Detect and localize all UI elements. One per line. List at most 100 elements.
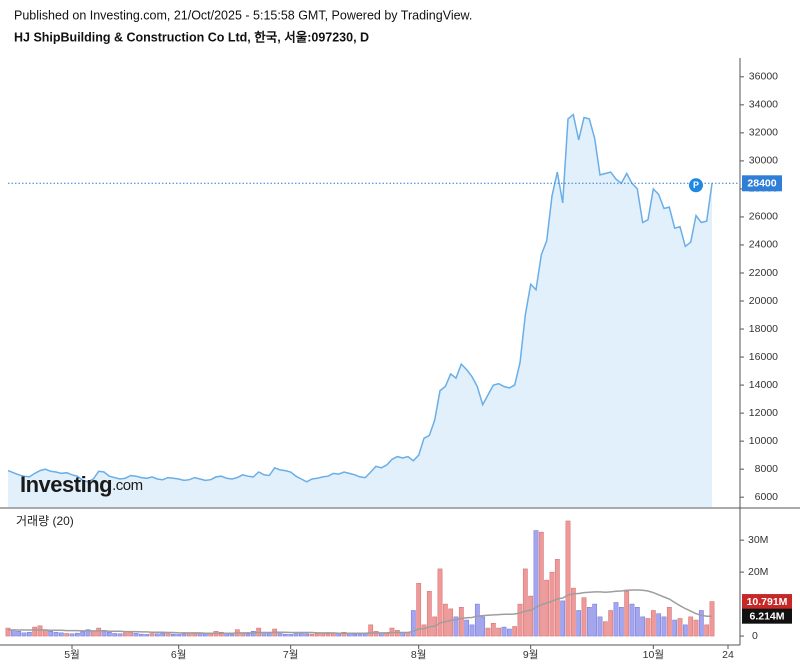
- volume-bar: [48, 631, 54, 637]
- volume-bar: [618, 607, 624, 637]
- last-price-box: [742, 175, 782, 192]
- volume-bar: [122, 632, 128, 637]
- last-value-box: [742, 594, 792, 610]
- volume-bar: [250, 631, 256, 637]
- y-tick-label: 18000: [749, 323, 778, 335]
- volume-bar: [384, 633, 390, 637]
- volume-bar: [698, 610, 704, 637]
- volume-bar: [5, 627, 11, 637]
- y-tick-label: 30000: [749, 155, 778, 167]
- volume-bar: [154, 633, 160, 637]
- volume-bar: [112, 633, 118, 637]
- volume-bar: [277, 632, 283, 637]
- volume-bar: [69, 633, 75, 637]
- volume-bar: [96, 627, 102, 637]
- volume-bar: [586, 607, 592, 637]
- volume-bar: [528, 595, 534, 637]
- volume-bar: [533, 530, 539, 637]
- volume-bar: [544, 579, 550, 637]
- x-tick-label: 24: [722, 649, 734, 661]
- volume-bar: [464, 619, 470, 637]
- x-tick-label: 8월: [411, 649, 427, 661]
- volume-bar: [645, 618, 651, 637]
- price-marker-label: P: [693, 180, 699, 190]
- x-tick-label: 5월: [64, 649, 80, 661]
- volume-bar: [650, 610, 656, 637]
- volume-bar: [288, 634, 294, 637]
- volume-bar: [538, 531, 544, 637]
- volume-bar: [469, 624, 475, 637]
- volume-bar: [106, 631, 112, 637]
- volume-bar: [373, 631, 379, 637]
- volume-bar: [16, 631, 22, 637]
- volume-bar: [368, 624, 374, 637]
- x-tick-label: 6월: [171, 649, 187, 661]
- volume-bar: [341, 631, 347, 637]
- published-note: Published on Investing.com, 21/Oct/2025 …: [14, 8, 472, 22]
- volume-bar: [704, 624, 710, 637]
- volume-bar: [474, 603, 480, 637]
- volume-bar: [437, 568, 443, 637]
- volume-bar: [512, 626, 518, 637]
- volume-bar: [693, 619, 699, 637]
- volume-bar: [522, 568, 528, 637]
- last-price-label: 28400: [747, 178, 776, 190]
- volume-bar: [549, 571, 555, 637]
- volume-bar: [485, 627, 491, 637]
- volume-bar: [298, 632, 304, 637]
- y-tick-label: 20M: [748, 566, 768, 578]
- volume-bar: [672, 619, 678, 637]
- x-tick-label: 9월: [523, 649, 539, 661]
- volume-bar: [21, 632, 27, 637]
- volume-bar: [352, 633, 358, 637]
- logo-brand: Investing: [20, 472, 112, 497]
- volume-bar: [314, 633, 320, 637]
- volume-bar: [26, 631, 32, 637]
- volume-bar: [581, 597, 587, 637]
- y-tick-label: 32000: [749, 127, 778, 139]
- volume-bar: [282, 633, 288, 637]
- volume-bar: [709, 601, 715, 637]
- volume-bar: [117, 633, 123, 637]
- volume-bar: [90, 631, 96, 637]
- volume-bar: [64, 633, 70, 637]
- volume-bar: [202, 633, 208, 637]
- volume-bar: [592, 603, 598, 637]
- y-tick-label: 14000: [749, 379, 778, 391]
- volume-bar: [181, 633, 187, 637]
- volume-bar: [597, 616, 603, 637]
- y-tick-label: 30M: [748, 534, 768, 546]
- volume-bar: [554, 559, 560, 637]
- y-tick-label: 22000: [749, 267, 778, 279]
- volume-bar: [656, 613, 662, 637]
- volume-bar: [293, 633, 299, 637]
- volume-bar: [160, 632, 166, 637]
- volume-bar: [144, 634, 150, 637]
- volume-bar: [218, 631, 224, 637]
- volume-bar: [576, 610, 582, 637]
- x-tick-label: 10월: [643, 649, 664, 661]
- x-tick-label: 7월: [283, 649, 299, 661]
- volume-bar: [149, 633, 155, 637]
- volume-bar: [53, 631, 59, 637]
- volume-bar: [192, 633, 198, 637]
- volume-bar: [37, 625, 43, 637]
- volume-bar: [176, 634, 182, 637]
- y-tick-label: 24000: [749, 239, 778, 251]
- volume-bar: [634, 607, 640, 637]
- volume-bar: [245, 633, 251, 637]
- volume-bar: [677, 618, 683, 637]
- y-tick-label: 16000: [749, 351, 778, 363]
- volume-bar: [32, 626, 38, 637]
- volume-bar: [400, 632, 406, 637]
- volume-bar: [501, 626, 507, 637]
- volume-bar: [138, 633, 144, 637]
- volume-bar: [496, 627, 502, 637]
- price-marker: [689, 178, 703, 193]
- y-tick-label: 36000: [749, 71, 778, 83]
- volume-bar: [640, 616, 646, 637]
- last-value-label: 10.791M: [747, 596, 788, 608]
- volume-bar: [570, 587, 576, 637]
- last-value-label: 6.214M: [749, 610, 784, 622]
